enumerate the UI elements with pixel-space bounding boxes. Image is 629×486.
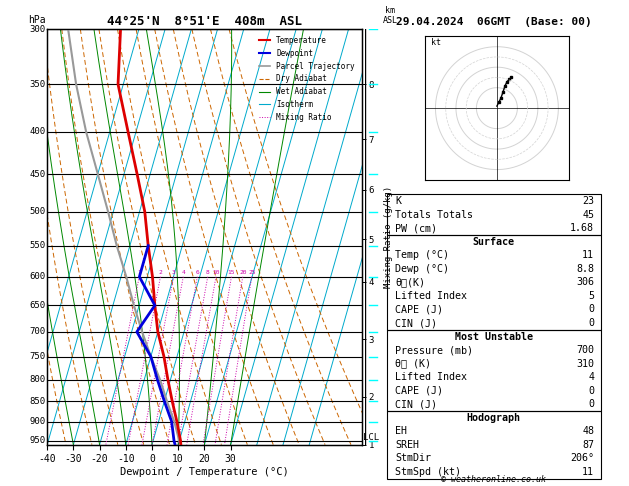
Text: 310: 310 <box>576 359 594 369</box>
Text: 29.04.2024  06GMT  (Base: 00): 29.04.2024 06GMT (Base: 00) <box>396 17 592 27</box>
Text: Pressure (mb): Pressure (mb) <box>396 345 474 355</box>
Text: 400: 400 <box>30 127 46 137</box>
Text: 0: 0 <box>588 386 594 396</box>
Bar <box>387 235 601 330</box>
Text: StmDir: StmDir <box>396 453 431 464</box>
Text: 850: 850 <box>30 397 46 406</box>
Text: Surface: Surface <box>473 237 515 247</box>
Text: 23: 23 <box>582 196 594 206</box>
Text: 45: 45 <box>582 209 594 220</box>
Text: LCL: LCL <box>363 434 379 442</box>
Text: 6: 6 <box>196 270 199 275</box>
Text: 10: 10 <box>212 270 220 275</box>
Text: 1.68: 1.68 <box>571 223 594 233</box>
Text: 350: 350 <box>30 80 46 89</box>
Text: Hodograph: Hodograph <box>467 413 521 423</box>
Text: Most Unstable: Most Unstable <box>455 331 533 342</box>
Text: © weatheronline.co.uk: © weatheronline.co.uk <box>442 474 546 484</box>
Text: θᴇ (K): θᴇ (K) <box>396 359 431 369</box>
Text: CAPE (J): CAPE (J) <box>396 386 443 396</box>
Text: 700: 700 <box>30 328 46 336</box>
Text: hPa: hPa <box>28 15 46 25</box>
Text: 15: 15 <box>228 270 235 275</box>
Text: 3: 3 <box>172 270 175 275</box>
Text: EH: EH <box>396 426 408 436</box>
Text: StmSpd (kt): StmSpd (kt) <box>396 467 462 477</box>
Text: 450: 450 <box>30 170 46 178</box>
Text: Lifted Index: Lifted Index <box>396 291 467 301</box>
Text: 5: 5 <box>588 291 594 301</box>
Text: Dewp (°C): Dewp (°C) <box>396 264 449 274</box>
X-axis label: Dewpoint / Temperature (°C): Dewpoint / Temperature (°C) <box>120 467 289 477</box>
Text: 11: 11 <box>582 250 594 260</box>
Title: 44°25'N  8°51'E  408m  ASL: 44°25'N 8°51'E 408m ASL <box>107 15 302 28</box>
Text: 700: 700 <box>576 345 594 355</box>
Text: 300: 300 <box>30 25 46 34</box>
Text: 800: 800 <box>30 375 46 384</box>
Text: 650: 650 <box>30 301 46 310</box>
Legend: Temperature, Dewpoint, Parcel Trajectory, Dry Adiabat, Wet Adiabat, Isotherm, Mi: Temperature, Dewpoint, Parcel Trajectory… <box>255 33 358 125</box>
Text: 306: 306 <box>576 278 594 287</box>
Text: K: K <box>396 196 401 206</box>
Text: 8: 8 <box>206 270 209 275</box>
Text: Mixing Ratio (g/kg): Mixing Ratio (g/kg) <box>384 186 392 288</box>
Text: 25: 25 <box>248 270 255 275</box>
Text: 0: 0 <box>588 318 594 328</box>
Text: 750: 750 <box>30 352 46 361</box>
Text: 4: 4 <box>181 270 185 275</box>
Text: 1: 1 <box>137 270 141 275</box>
Text: 550: 550 <box>30 241 46 250</box>
Text: Temp (°C): Temp (°C) <box>396 250 449 260</box>
Bar <box>387 194 601 235</box>
Text: 950: 950 <box>30 436 46 446</box>
Text: 900: 900 <box>30 417 46 426</box>
Text: km
ASL: km ASL <box>382 6 398 25</box>
Text: 500: 500 <box>30 207 46 216</box>
Text: 600: 600 <box>30 272 46 281</box>
Text: PW (cm): PW (cm) <box>396 223 437 233</box>
Text: θᴇ(K): θᴇ(K) <box>396 278 425 287</box>
Text: 87: 87 <box>582 440 594 450</box>
Text: 0: 0 <box>588 399 594 409</box>
Text: SREH: SREH <box>396 440 420 450</box>
Text: 4: 4 <box>588 372 594 382</box>
Text: 206°: 206° <box>571 453 594 464</box>
Text: Lifted Index: Lifted Index <box>396 372 467 382</box>
Text: Totals Totals: Totals Totals <box>396 209 474 220</box>
Text: CIN (J): CIN (J) <box>396 318 437 328</box>
Text: CAPE (J): CAPE (J) <box>396 304 443 314</box>
Text: 11: 11 <box>582 467 594 477</box>
Text: 8.8: 8.8 <box>576 264 594 274</box>
Text: 0: 0 <box>588 304 594 314</box>
Text: kt: kt <box>431 37 442 47</box>
Text: 20: 20 <box>239 270 247 275</box>
Bar <box>387 330 601 411</box>
Text: 2: 2 <box>159 270 162 275</box>
Bar <box>387 411 601 479</box>
Text: 48: 48 <box>582 426 594 436</box>
Text: CIN (J): CIN (J) <box>396 399 437 409</box>
